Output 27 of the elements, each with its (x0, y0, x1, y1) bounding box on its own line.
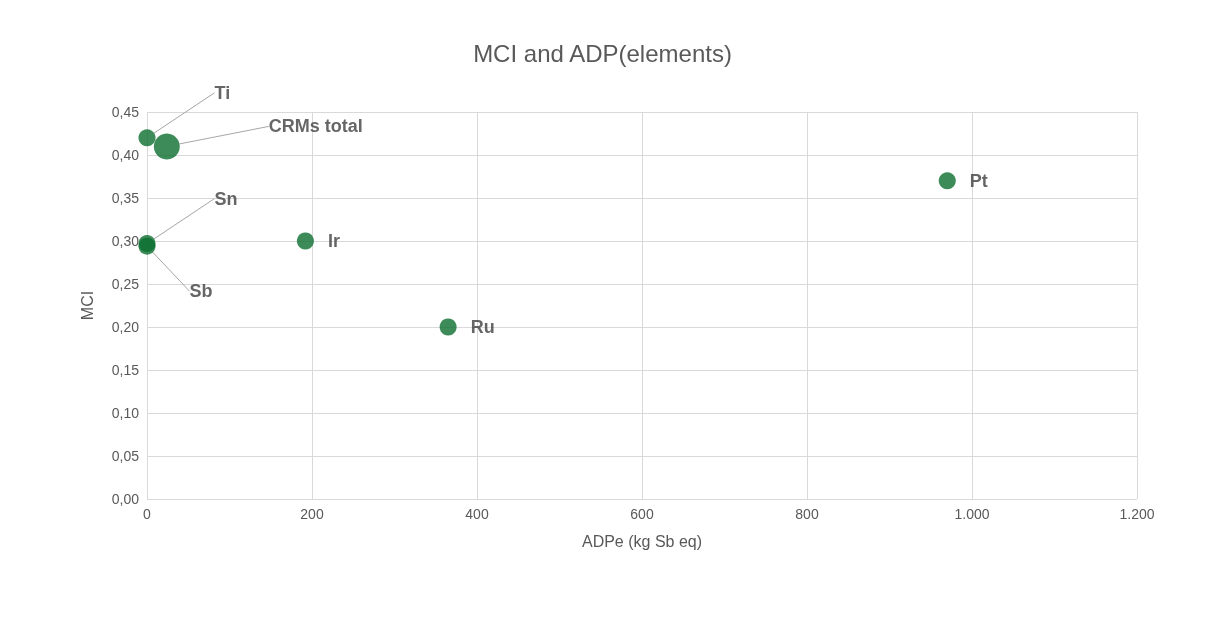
y-tick-label: 0,35 (111, 190, 140, 206)
y-tick-label: 0,30 (111, 233, 140, 249)
series-label: Ru (470, 317, 495, 337)
y-tick-label: 0,45 (111, 104, 140, 120)
y-tick-label: 0,10 (111, 405, 140, 421)
series-label: Pt (969, 170, 988, 191)
y-tick-label: 0,40 (111, 147, 140, 163)
series-label: Ir (327, 231, 340, 251)
x-tick-label: 400 (465, 506, 489, 522)
x-axis-title: ADPe (kg Sb eq) (581, 532, 703, 550)
text: Ti (214, 82, 231, 103)
y-tick-label: 0,00 (111, 491, 140, 507)
y-tick-label: 0,15 (111, 362, 140, 378)
text: CRMs total (268, 116, 363, 137)
x-tick-label: 0 (143, 506, 152, 522)
y-tick-label: 0,05 (111, 448, 140, 464)
x-tick-label: 600 (630, 506, 654, 522)
x-tick-label: 1.200 (1119, 506, 1155, 522)
y-tick-label: 0,20 (111, 319, 140, 335)
chart-title: MCI and ADP(elements) (473, 39, 732, 67)
y-tick-label: 0,25 (111, 276, 140, 292)
text: Sb (189, 281, 213, 302)
text: Sn (214, 188, 238, 209)
y-axis-title: MCI (78, 290, 96, 321)
x-tick-label: 1.000 (954, 506, 990, 522)
x-tick-label: 200 (300, 506, 324, 522)
x-tick-label: 800 (795, 506, 819, 522)
